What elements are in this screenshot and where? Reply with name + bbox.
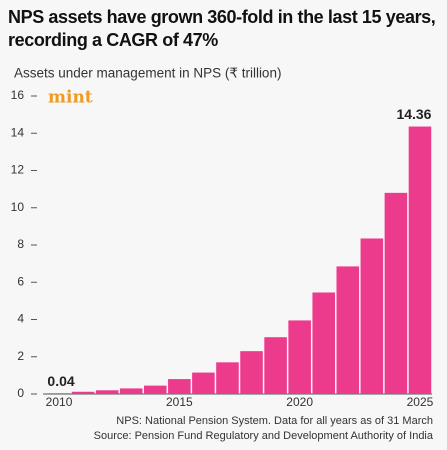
y-tick-label: 6 (17, 274, 24, 288)
bar (408, 126, 432, 395)
bar (312, 292, 335, 394)
bar (47, 393, 71, 394)
note: NPS: National Pension System. Data for a… (116, 415, 433, 427)
bar (119, 388, 143, 394)
chart-title: NPS assets have grown 360-fold in the la… (8, 7, 436, 50)
logo: mint (48, 88, 93, 108)
y-tick-label: 14 (11, 125, 25, 139)
bar (240, 351, 263, 394)
y-tick-label: 12 (11, 163, 25, 177)
chart-subtitle: Assets under management in NPS (₹ trilli… (14, 66, 281, 81)
bar (168, 379, 191, 394)
bar (264, 337, 287, 394)
y-tick-label: 10 (11, 200, 25, 214)
data-label: 14.36 (396, 106, 431, 122)
y-tick-label: 0 (17, 386, 24, 400)
x-tick-label: 2020 (286, 395, 313, 409)
data-label: 0.04 (47, 373, 74, 389)
bar (360, 238, 384, 394)
y-tick-label: 4 (17, 312, 24, 326)
y-tick-label: 8 (17, 237, 24, 251)
bar (336, 266, 360, 394)
bar (144, 385, 167, 394)
bar (71, 391, 95, 394)
bar (288, 320, 311, 394)
bar (216, 362, 239, 394)
x-tick-label: 2010 (46, 395, 73, 409)
x-tick-label: 2015 (166, 395, 193, 409)
bar (384, 192, 408, 394)
bar (192, 372, 215, 394)
x-tick-label: 2025 (407, 395, 434, 409)
y-tick-label: 2 (17, 349, 24, 363)
source: Source: Pension Fund Regulatory and Deve… (94, 430, 434, 442)
bar (95, 390, 119, 394)
y-tick-label: 16 (11, 88, 25, 102)
